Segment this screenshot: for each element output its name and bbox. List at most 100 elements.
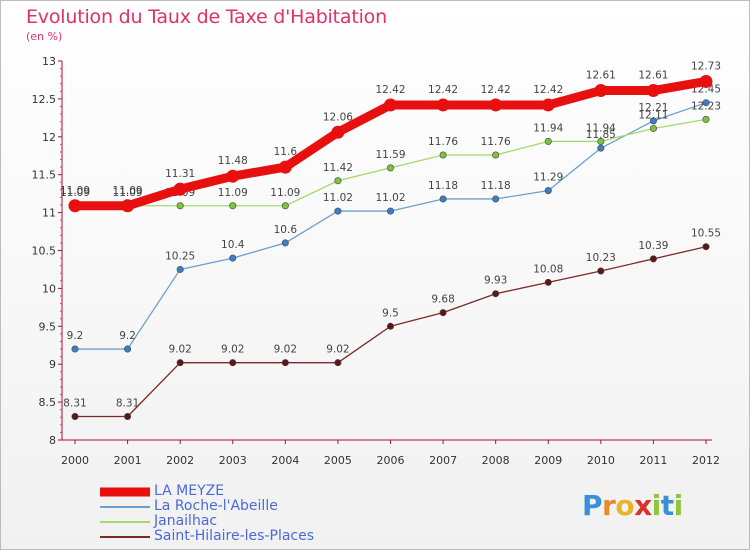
data-point [544,137,552,145]
data-label: 10.4 [221,239,245,251]
data-label: 8.31 [116,398,139,410]
data-point [544,187,552,195]
data-point [71,345,79,353]
data-label: 12.42 [428,84,458,96]
data-point [281,239,289,247]
y-tick-label: 8.5 [39,396,57,409]
data-label: 9.02 [168,344,191,356]
data-point [384,98,397,112]
data-label: 11.85 [586,129,616,141]
data-label: 11.09 [60,185,90,197]
x-tick-label: 2001 [114,454,142,467]
data-label: 11.09 [218,187,248,199]
data-point [702,115,710,123]
y-tick-label: 12 [42,131,56,144]
brand-letter: r [602,489,616,522]
brand-logo: Proxiti [582,489,683,522]
x-tick-label: 2010 [587,454,615,467]
data-label: 11.42 [323,162,353,174]
series-line [74,246,707,418]
data-point [436,98,450,112]
data-point [544,278,552,286]
x-tick-label: 2009 [534,454,562,467]
data-label: 9.68 [431,294,454,306]
legend-swatch [100,535,150,538]
data-label: 10.55 [691,228,721,240]
y-tick-label: 8 [49,434,56,447]
data-point [597,267,605,275]
y-tick-label: 11.5 [32,169,57,182]
data-point [492,195,500,203]
data-point [439,195,447,203]
data-point [649,124,657,132]
data-label: 11.18 [428,180,458,192]
data-label: 9.2 [119,330,136,342]
data-label: 10.08 [533,263,563,275]
data-label: 10.6 [274,224,298,236]
data-point [386,322,394,330]
brand-letter: x [634,489,652,522]
data-label: 11.94 [586,122,616,134]
x-tick-label: 2004 [271,454,299,467]
data-label: 9.93 [484,275,507,287]
y-tick-label: 11 [42,207,56,220]
brand-letter: o [615,489,635,522]
data-point [226,169,240,183]
legend-swatch [100,505,150,508]
brand-letter: t [660,489,674,522]
data-label: 12.61 [638,70,668,82]
data-point [597,144,605,152]
chart-title: Evolution du Taux de Taxe d'Habitation [26,6,387,28]
data-point [439,151,447,159]
data-point [71,413,79,421]
data-point [492,290,500,298]
data-label: 9.2 [67,330,84,342]
data-label: 12.06 [323,111,353,123]
data-label: 11.6 [274,146,298,158]
data-label: 9.5 [382,307,399,319]
data-label: 11.18 [481,180,511,192]
data-label: 11.76 [481,136,511,148]
legend-swatch [100,487,150,496]
x-tick-label: 2002 [166,454,194,467]
x-tick-label: 2008 [482,454,510,467]
data-point [334,207,342,215]
data-point [124,345,132,353]
brand-letter: P [582,489,603,522]
data-point [281,202,289,210]
data-label: 10.25 [165,250,195,262]
y-tick-label: 10.5 [32,245,57,258]
data-point [489,98,503,112]
data-label: 11.94 [533,122,563,134]
data-label: 12.42 [481,84,511,96]
data-label: 11.09 [113,187,143,199]
data-label: 12.42 [375,84,405,96]
data-point [439,309,447,317]
x-tick-label: 2005 [324,454,352,467]
data-point [334,177,342,185]
data-label: 9.02 [274,344,297,356]
data-point [492,151,500,159]
data-label: 12.61 [586,70,616,82]
data-point [702,243,710,251]
data-label: 8.31 [63,398,86,410]
data-point [229,202,237,210]
data-label: 11.76 [428,136,458,148]
chart-subtitle: (en %) [26,30,63,43]
data-label: 11.09 [113,185,143,197]
data-point [334,359,342,367]
data-point [649,117,657,125]
x-tick-label: 2006 [377,454,405,467]
data-label: 11.02 [323,192,353,204]
data-point [281,359,289,367]
data-label: 12.42 [533,84,563,96]
data-label: 12.11 [638,109,668,121]
y-tick-label: 9.5 [39,320,57,333]
legend-label: LA MEYZE [154,483,225,499]
data-label: 12.23 [691,100,721,112]
data-label: 10.23 [586,252,616,264]
data-point [173,182,187,196]
brand-letter: i [673,489,684,522]
data-point [278,160,292,174]
data-label: 11.48 [218,155,248,167]
